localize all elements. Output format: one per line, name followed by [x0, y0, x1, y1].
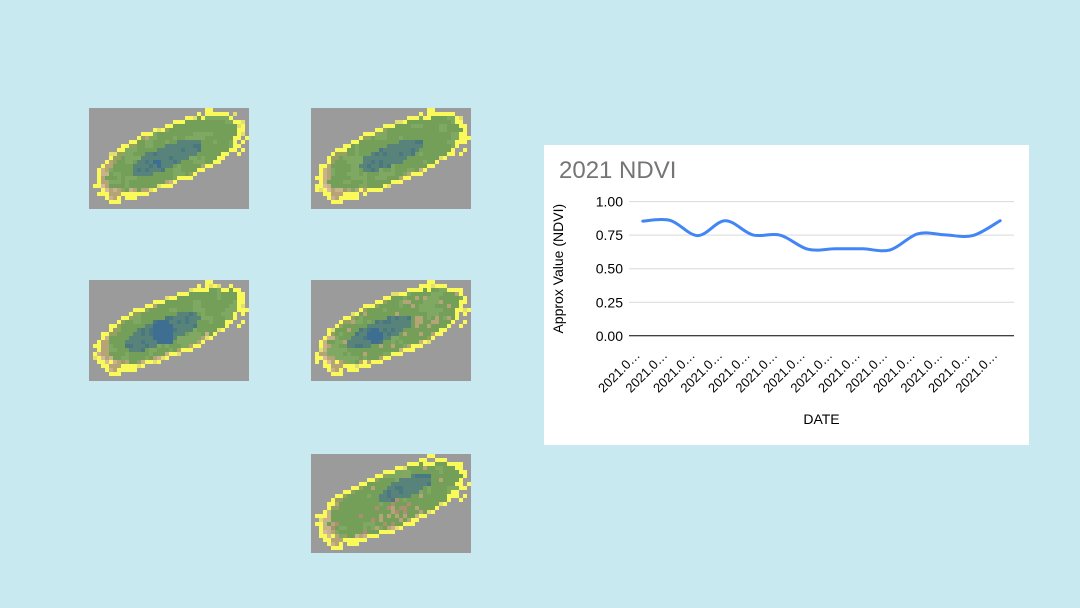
- svg-text:0.50: 0.50: [596, 261, 623, 277]
- svg-text:0.00: 0.00: [596, 328, 623, 344]
- svg-text:2021 NDVI: 2021 NDVI: [559, 157, 676, 184]
- svg-text:DATE: DATE: [803, 411, 839, 427]
- svg-text:0.75: 0.75: [596, 227, 623, 243]
- svg-text:1.00: 1.00: [596, 194, 623, 210]
- svg-text:Approx Value (NDVI): Approx Value (NDVI): [550, 204, 566, 334]
- svg-text:0.25: 0.25: [596, 294, 623, 310]
